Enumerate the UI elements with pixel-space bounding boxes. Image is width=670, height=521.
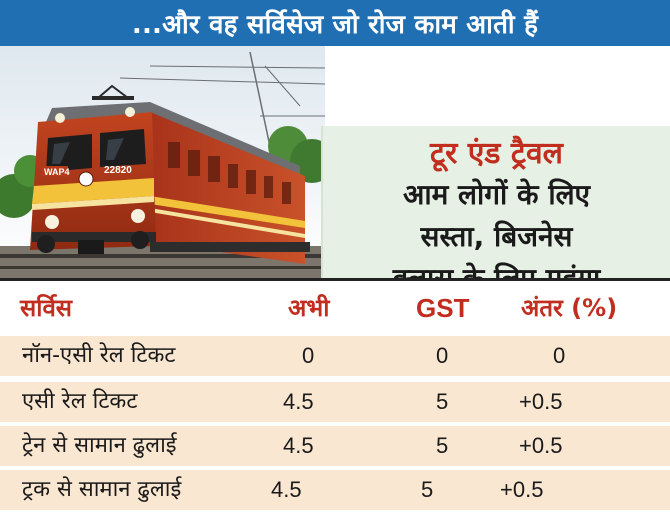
headline-line-2: सस्ता, बिजनेस bbox=[420, 220, 573, 253]
header-diff: अंतर (%) bbox=[521, 294, 618, 322]
row-service: ट्रेन से सामान ढुलाई bbox=[22, 433, 177, 458]
locomotive-illustration: WAP4 22820 bbox=[0, 46, 325, 278]
row-now: 0 bbox=[302, 343, 315, 368]
row-now: 4.5 bbox=[283, 433, 314, 458]
table-row: ट्रेन से सामान ढुलाई 4.5 5 +0.5 bbox=[0, 426, 670, 466]
row-gst: 5 bbox=[421, 477, 434, 502]
locomotive-plate-text: WAP4 bbox=[44, 167, 70, 177]
table-header: सर्विस अभी GST अंतर (%) bbox=[0, 288, 670, 328]
headline-kicker: टूर एंड ट्रैवल bbox=[429, 136, 564, 171]
hero-section: WAP4 22820 टूर एंड ट्रैवल आम लोगों के लि… bbox=[0, 46, 670, 278]
header-bar: ...और वह सर्विसेज जो रोज काम आती हैं bbox=[0, 0, 670, 46]
header-now: अभी bbox=[288, 294, 330, 322]
table-row: नॉन-एसी रेल टिकट 0 0 0 bbox=[0, 336, 670, 376]
table-row: एसी रेल टिकट 4.5 5 +0.5 bbox=[0, 382, 670, 422]
row-service: नॉन-एसी रेल टिकट bbox=[22, 343, 176, 368]
row-service: ट्रक से सामान ढुलाई bbox=[22, 477, 182, 502]
gst-rate-table: सर्विस अभी GST अंतर (%) नॉन-एसी रेल टिकट… bbox=[0, 278, 670, 521]
headline-line-1: आम लोगों के लिए bbox=[402, 178, 591, 211]
row-diff: +0.5 bbox=[519, 433, 563, 458]
row-gst: 5 bbox=[436, 389, 449, 414]
header-title: ...और वह सर्विसेज जो रोज काम आती हैं bbox=[131, 10, 539, 40]
header-service: सर्विस bbox=[20, 294, 73, 322]
locomotive-number-text: 22820 bbox=[104, 165, 132, 176]
header-gst: GST bbox=[416, 293, 470, 323]
row-now: 4.5 bbox=[271, 477, 302, 502]
row-now: 4.5 bbox=[283, 389, 314, 414]
headline-box: टूर एंड ट्रैवल आम लोगों के लिए सस्ता, बि… bbox=[321, 126, 670, 278]
row-diff: +0.5 bbox=[500, 477, 544, 502]
table-top-rule bbox=[0, 278, 670, 281]
row-diff: 0 bbox=[553, 343, 566, 368]
table-row: ट्रक से सामान ढुलाई 4.5 5 +0.5 bbox=[0, 470, 670, 510]
row-service: एसी रेल टिकट bbox=[22, 389, 138, 414]
locomotive-photo: WAP4 22820 bbox=[0, 46, 325, 278]
row-gst: 0 bbox=[436, 343, 449, 368]
row-diff: +0.5 bbox=[519, 389, 563, 414]
row-gst: 5 bbox=[436, 433, 449, 458]
headline-line-3: क्लास के लिए महंगा bbox=[333, 258, 660, 278]
